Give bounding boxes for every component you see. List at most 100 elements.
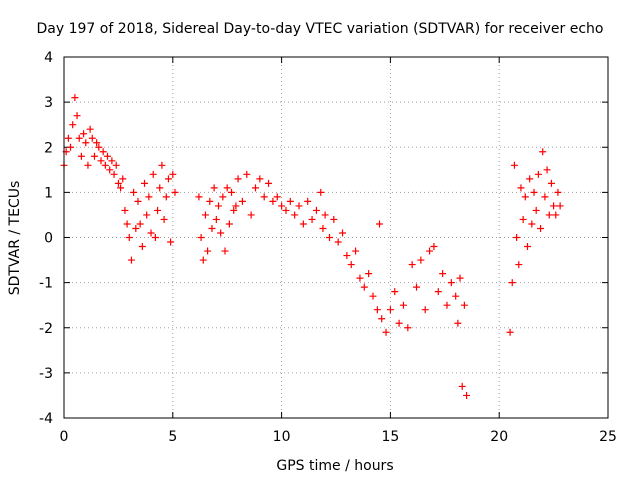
data-point (430, 243, 438, 251)
data-point (365, 270, 373, 278)
data-point (299, 220, 307, 228)
data-point (369, 292, 377, 300)
data-point (136, 220, 144, 228)
data-point (106, 166, 114, 174)
axis-ticks: 0 5 10 15 20 25 -4 -3 -2 -1 0 1 2 3 4 (39, 50, 617, 445)
data-point (251, 184, 259, 192)
data-point (530, 188, 538, 196)
data-point (247, 211, 255, 219)
data-point (93, 139, 101, 147)
x-tick-label: 15 (381, 429, 399, 445)
data-point (282, 206, 290, 214)
data-point (452, 292, 460, 300)
data-point (454, 319, 462, 327)
data-point (73, 112, 81, 120)
data-point (360, 283, 368, 291)
data-point (513, 234, 521, 241)
data-point (243, 170, 251, 178)
data-point (156, 184, 164, 192)
data-point (545, 211, 553, 219)
data-point (206, 197, 214, 205)
data-point (286, 197, 294, 205)
data-point (463, 391, 471, 399)
data-point (319, 224, 327, 232)
data-point (386, 306, 394, 314)
data-point (199, 256, 207, 264)
data-point (234, 175, 242, 183)
data-point (399, 301, 407, 309)
data-point (506, 328, 514, 336)
x-tick-label: 0 (60, 429, 69, 445)
y-tick-label: 2 (44, 140, 53, 156)
data-point (521, 193, 529, 201)
data-point (321, 211, 329, 219)
data-point (82, 139, 90, 147)
data-point (214, 202, 222, 210)
data-point (228, 188, 236, 196)
data-point (447, 279, 455, 287)
data-point (80, 130, 88, 138)
data-point (356, 274, 364, 282)
data-point (352, 247, 360, 255)
data-point (84, 161, 92, 169)
data-point (143, 211, 151, 219)
data-point (278, 202, 286, 210)
x-tick-label: 20 (490, 429, 508, 445)
data-point (121, 206, 129, 214)
data-point (99, 148, 107, 156)
x-tick-label: 10 (273, 429, 291, 445)
data-point (132, 224, 140, 232)
data-point (456, 274, 464, 282)
data-point (408, 261, 416, 269)
data-point (71, 94, 79, 102)
data-point (238, 197, 246, 205)
data-point (517, 184, 525, 192)
data-point (556, 202, 564, 210)
data-point (421, 306, 429, 314)
data-point (208, 224, 216, 232)
data-point (291, 211, 299, 219)
data-point (534, 170, 542, 178)
data-point (151, 234, 159, 241)
data-point (543, 166, 551, 174)
data-point (547, 179, 555, 187)
data-point (160, 215, 168, 223)
data-point (269, 197, 277, 205)
data-point (138, 243, 146, 251)
data-point (552, 211, 560, 219)
data-point (88, 134, 96, 142)
data-point (325, 234, 333, 241)
data-point (373, 306, 381, 314)
y-tick-label: -4 (39, 411, 53, 427)
data-point (119, 175, 127, 183)
data-point (376, 220, 384, 228)
data-point (519, 215, 527, 223)
y-tick-label: 0 (44, 231, 53, 247)
data-point (171, 188, 179, 196)
data-point (256, 175, 264, 183)
data-point (515, 261, 523, 269)
data-point (210, 184, 218, 192)
y-tick-label: -2 (39, 321, 53, 337)
data-point (439, 270, 447, 278)
data-point (304, 197, 312, 205)
data-point (378, 315, 386, 323)
data-point (167, 238, 175, 246)
data-point (458, 382, 466, 390)
data-point (67, 143, 75, 151)
data-point (330, 215, 338, 223)
data-point (69, 121, 77, 129)
data-point (395, 319, 403, 327)
data-point (123, 220, 131, 228)
data-point (117, 184, 125, 192)
chart-title: Day 197 of 2018, Sidereal Day-to-day VTE… (37, 21, 604, 37)
data-point (195, 193, 203, 201)
y-tick-label: -1 (39, 276, 53, 292)
data-point (554, 188, 562, 196)
data-point (219, 193, 227, 201)
data-point (334, 238, 342, 246)
data-point (382, 328, 390, 336)
y-tick-label: -3 (39, 366, 53, 382)
x-tick-label: 5 (168, 429, 177, 445)
